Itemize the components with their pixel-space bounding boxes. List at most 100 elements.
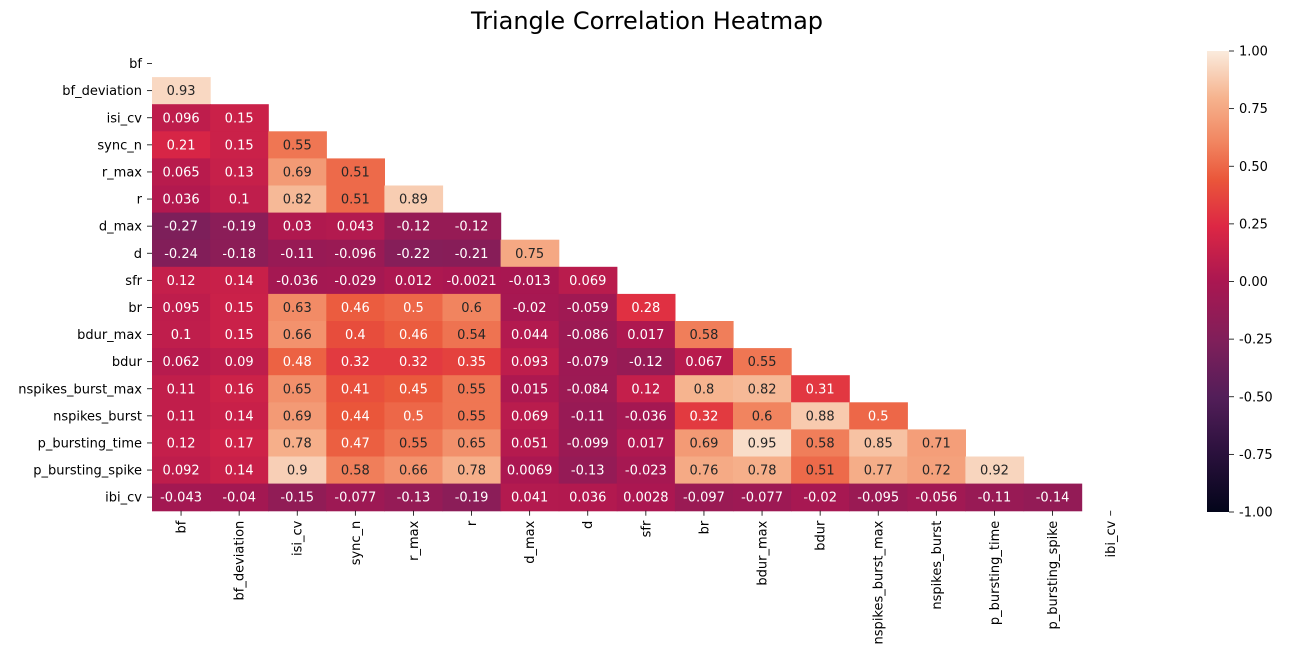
heatmap-cell xyxy=(384,239,444,268)
cell-value-label: -0.11 xyxy=(571,409,605,424)
cell-value-label: 0.13 xyxy=(225,165,254,180)
cell-value-label: 0.89 xyxy=(399,193,428,208)
heatmap-cell xyxy=(268,185,327,214)
cell-value-label: -0.0021 xyxy=(446,274,496,289)
colorbar-tick-label: -1.00 xyxy=(1239,506,1273,521)
heatmap-cell xyxy=(268,402,327,430)
heatmap-cell xyxy=(384,429,444,458)
y-tick-label: r_max xyxy=(102,165,142,180)
y-tick-label: isi_cv xyxy=(107,111,143,126)
cell-value-label: 0.6 xyxy=(461,301,482,316)
colorbar-tick-label: 0.25 xyxy=(1239,217,1268,232)
cell-value-label: 0.6 xyxy=(752,409,773,424)
cell-value-label: 0.5 xyxy=(403,409,424,424)
cell-value-label: 0.35 xyxy=(457,355,486,370)
x-tick-label: p_bursting_spike xyxy=(1046,521,1061,630)
cell-value-label: 0.0069 xyxy=(507,464,553,479)
cell-value-label: 0.065 xyxy=(162,165,199,180)
heatmap-cell xyxy=(965,456,1025,485)
cell-value-label: 0.069 xyxy=(569,274,606,289)
heatmap-cell xyxy=(384,483,444,512)
x-tick-label: nspikes_burst xyxy=(930,521,945,610)
cell-value-label: -0.077 xyxy=(741,491,783,506)
colorbar-tick-label: -0.75 xyxy=(1239,448,1273,463)
y-tick-label: nspikes_burst xyxy=(53,409,142,424)
heatmap-cell xyxy=(442,266,502,295)
cell-value-label: 0.14 xyxy=(225,409,254,424)
heatmap-cell xyxy=(210,293,269,322)
cell-value-label: 0.48 xyxy=(283,355,312,370)
heatmap-cell xyxy=(558,266,618,295)
heatmap-cell xyxy=(616,483,676,512)
heatmap-cell xyxy=(791,375,850,403)
x-tick-label: sfr xyxy=(639,520,654,537)
heatmap-cell xyxy=(326,266,385,295)
cell-value-label: 0.017 xyxy=(627,328,664,343)
cell-value-label: 0.45 xyxy=(399,382,428,397)
x-tick-label: bdur_max xyxy=(756,520,771,585)
heatmap-cell xyxy=(674,456,734,485)
cell-value-label: -0.036 xyxy=(276,274,318,289)
cell-value-label: 0.12 xyxy=(167,274,196,289)
heatmap-cell xyxy=(674,483,734,512)
cell-value-label: 0.46 xyxy=(341,301,370,316)
cell-value-label: 0.78 xyxy=(748,464,777,479)
heatmap-cell xyxy=(442,239,502,268)
cell-value-label: 0.043 xyxy=(337,220,374,235)
cell-value-label: 0.012 xyxy=(395,274,432,289)
heatmap-cell xyxy=(152,483,211,512)
heatmap-cell xyxy=(384,266,444,295)
heatmap-cell xyxy=(558,429,618,458)
heatmap-cell xyxy=(442,402,502,430)
cell-value-label: 0.51 xyxy=(341,165,370,180)
heatmap-cell xyxy=(268,375,327,403)
cell-value-label: 0.093 xyxy=(511,355,548,370)
cell-value-label: 0.46 xyxy=(399,328,428,343)
heatmap-cell xyxy=(616,375,676,403)
cell-value-label: 0.1 xyxy=(229,193,250,208)
heatmap-cell xyxy=(733,375,792,403)
heatmap-cell xyxy=(442,456,502,485)
heatmap-cell xyxy=(500,266,560,295)
heatmap-cell xyxy=(326,293,385,322)
heatmap-cell xyxy=(210,185,269,214)
heatmap-cell xyxy=(152,402,211,430)
colorbar-tick-label: 1.00 xyxy=(1239,45,1268,60)
cell-value-label: 0.095 xyxy=(162,301,199,316)
heatmap-cell xyxy=(616,293,676,322)
cell-value-label: 0.092 xyxy=(162,464,199,479)
heatmap-cell xyxy=(384,348,444,376)
cell-value-label: 0.51 xyxy=(341,193,370,208)
heatmap-cell xyxy=(210,348,269,376)
heatmap-cell xyxy=(558,293,618,322)
heatmap-cell xyxy=(791,456,850,485)
heatmap-cell xyxy=(500,348,560,376)
cell-value-label: 0.77 xyxy=(864,464,893,479)
cell-value-label: -0.24 xyxy=(164,247,198,262)
cell-value-label: -0.059 xyxy=(567,301,609,316)
heatmap-cell xyxy=(326,239,385,268)
cell-value-label: 0.82 xyxy=(283,193,312,208)
heatmap-cell xyxy=(500,429,560,458)
heatmap-cell xyxy=(268,429,327,458)
cell-value-label: 0.067 xyxy=(685,355,722,370)
cell-value-label: 0.47 xyxy=(341,436,370,451)
cell-value-label: -0.04 xyxy=(222,491,256,506)
cell-value-label: -0.095 xyxy=(857,491,899,506)
cell-value-label: 0.1 xyxy=(171,328,192,343)
heatmap-cell xyxy=(558,402,618,430)
cell-value-label: -0.27 xyxy=(164,220,198,235)
heatmap-cell xyxy=(152,158,211,187)
heatmap-cell xyxy=(210,104,269,132)
heatmap-cell xyxy=(1023,483,1083,512)
heatmap-cell xyxy=(210,266,269,295)
cell-value-label: 0.015 xyxy=(511,382,548,397)
colorbar-tick-label: 0.00 xyxy=(1239,275,1268,290)
cell-value-label: 0.31 xyxy=(806,382,835,397)
cell-value-label: -0.086 xyxy=(567,328,609,343)
heatmap-cell xyxy=(849,429,908,458)
heatmap-cell xyxy=(326,212,385,241)
heatmap-cell xyxy=(500,402,560,430)
heatmap-cell xyxy=(907,483,966,512)
